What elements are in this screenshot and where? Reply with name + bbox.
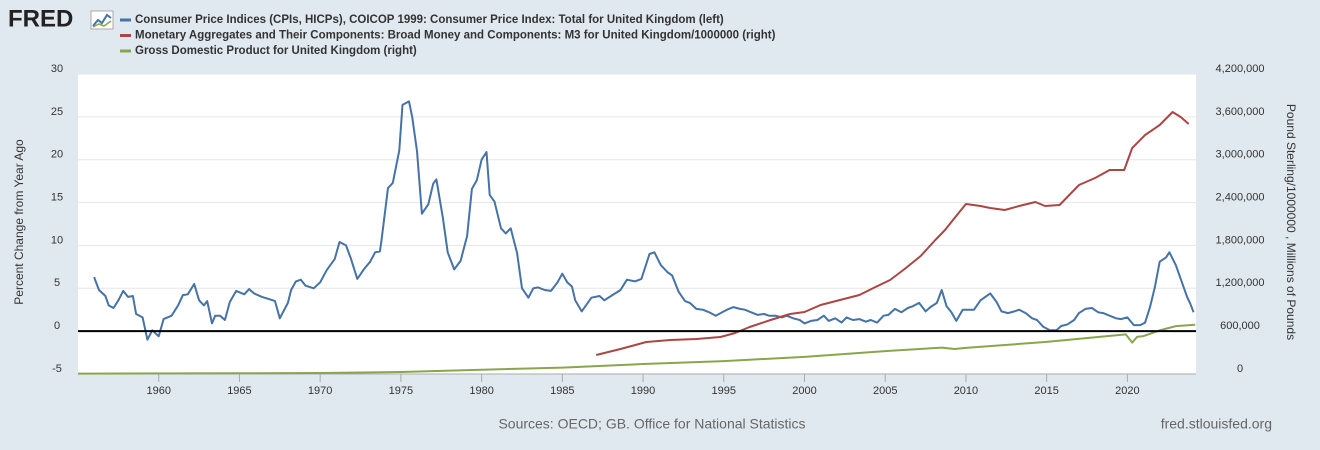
legend-label: Consumer Price Indices (CPIs, HICPs), CO… (135, 14, 724, 26)
series-line (93, 100, 1195, 341)
y2-tick-label: 3,600,000 (1216, 106, 1265, 118)
x-tick-label: 1985 (550, 385, 574, 397)
series-line (595, 111, 1190, 356)
logo-icon (90, 10, 114, 30)
y2-tick-label: 1,200,000 (1216, 277, 1265, 289)
source: Sources: OECD; GB. Office for National S… (498, 416, 805, 432)
y-tick-label: 5 (54, 277, 60, 289)
y-tick-label: 30 (51, 63, 63, 75)
plot-area (78, 74, 1196, 374)
x-tick-label: 1990 (631, 385, 655, 397)
x-tick-label: 2020 (1115, 385, 1139, 397)
y2-tick-label: 0 (1237, 363, 1243, 375)
y2-tick-label: 3,000,000 (1216, 149, 1265, 161)
y2-tick-label: 4,200,000 (1216, 63, 1265, 75)
y-tick-label: 0 (54, 320, 60, 332)
y-tick-label: -5 (52, 363, 62, 375)
y2-axis-title: Pound Sterling/1000000 , Millions of Pou… (1284, 104, 1298, 340)
y-axis-title: Percent Change from Year Ago (12, 139, 26, 305)
x-tick-label: 2010 (954, 385, 978, 397)
y2-tick-label: 1,800,000 (1216, 234, 1265, 246)
x-tick-label: 2005 (873, 385, 897, 397)
legend-label: Monetary Aggregates and Their Components… (135, 30, 776, 42)
credit: fred.stlouisfed.org (1161, 416, 1272, 432)
y2-tick-label: 600,000 (1220, 320, 1260, 332)
series-line (77, 323, 1196, 375)
y2-tick-label: 2,400,000 (1216, 191, 1265, 203)
y-tick-label: 15 (51, 191, 63, 203)
x-tick-label: 1975 (389, 385, 413, 397)
y-tick-label: 25 (51, 106, 63, 118)
x-tick-label: 1995 (712, 385, 736, 397)
x-tick-label: 2015 (1034, 385, 1058, 397)
x-tick-label: 1970 (308, 385, 332, 397)
x-tick-label: 1980 (469, 385, 493, 397)
y-tick-label: 20 (51, 149, 63, 161)
x-tick-label: 1960 (146, 385, 170, 397)
legend-label: Gross Domestic Product for United Kingdo… (135, 45, 417, 57)
y-tick-label: 10 (51, 234, 63, 246)
x-tick-label: 1965 (227, 385, 251, 397)
logo: FRED (8, 5, 73, 32)
x-tick-label: 2000 (792, 385, 816, 397)
